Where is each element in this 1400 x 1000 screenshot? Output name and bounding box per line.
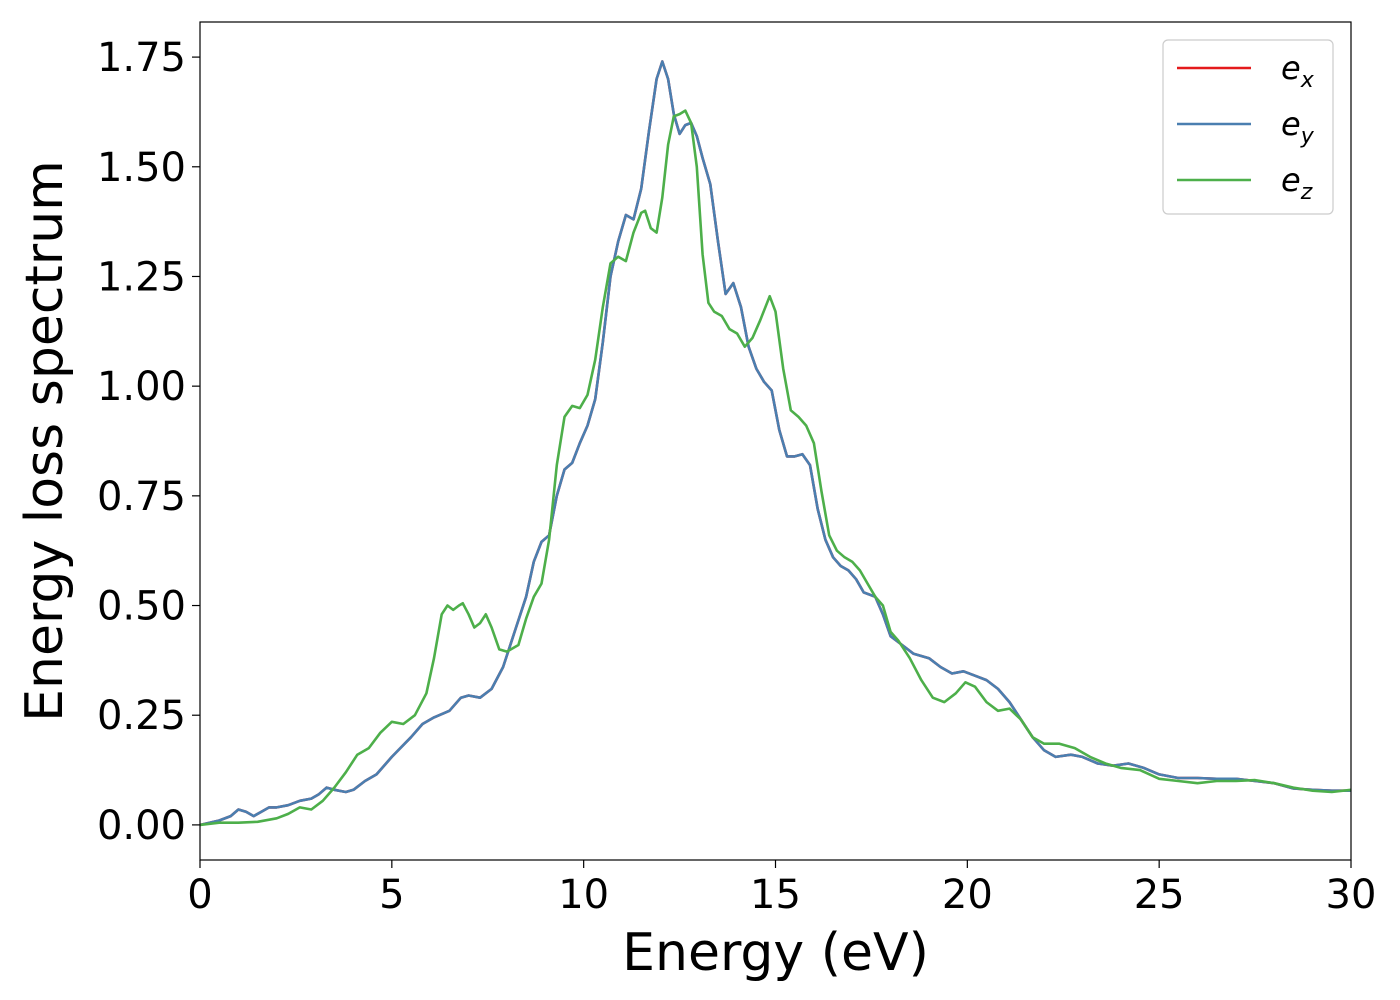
x-tick-label: 5 — [379, 872, 404, 918]
series-line-ey — [200, 60, 1351, 827]
x-tick-label: 30 — [1326, 872, 1377, 918]
y-tick-label: 1.75 — [97, 35, 186, 81]
y-tick-label: 1.50 — [97, 145, 186, 191]
series-line-ez — [200, 109, 1351, 827]
x-tick-label: 15 — [750, 872, 801, 918]
ticks-layer: 0 5 10 15 20 25 30 0.00 0.25 0.50 0.75 1.00 1.25 1.50… — [97, 35, 1377, 918]
legend-box — [1162, 39, 1334, 215]
series-layer — [200, 60, 1351, 827]
legend-label-ex: ex — [1281, 49, 1315, 93]
x-axis-title: Energy (eV) — [622, 923, 929, 983]
legend: ex ey ez — [1162, 39, 1334, 215]
y-tick-label: 0.25 — [97, 693, 186, 739]
legend-label-ey: ey — [1281, 105, 1315, 149]
y-tick-label: 0.50 — [97, 584, 186, 630]
legend-label-ez: ez — [1281, 161, 1313, 205]
x-tick-label: 25 — [1134, 872, 1185, 918]
x-tick-label: 10 — [558, 872, 609, 918]
y-axis-title: Energy loss spectrum — [15, 160, 75, 722]
x-tick-label: 0 — [187, 872, 212, 918]
y-tick-label: 1.25 — [97, 254, 186, 300]
y-tick-label: 0.75 — [97, 474, 186, 520]
y-tick-label: 0.00 — [97, 803, 186, 849]
y-tick-label: 1.00 — [97, 364, 186, 410]
x-tick-label: 20 — [942, 872, 993, 918]
